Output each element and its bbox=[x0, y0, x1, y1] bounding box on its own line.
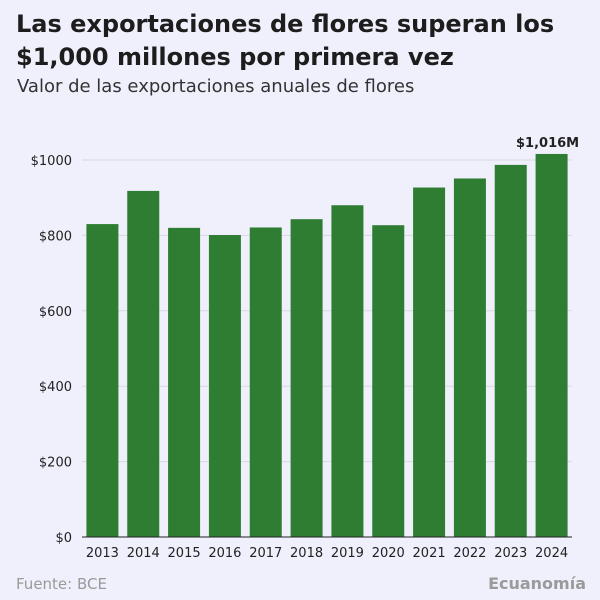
bar-2015 bbox=[168, 227, 201, 538]
y-tick-label: $1000 bbox=[31, 154, 72, 169]
x-tick-label: 2019 bbox=[331, 546, 364, 561]
x-tick-label: 2023 bbox=[494, 546, 527, 561]
x-tick-label: 2017 bbox=[249, 546, 282, 561]
x-tick-label: 2016 bbox=[208, 546, 241, 561]
bar-2024 bbox=[535, 153, 568, 537]
x-tick-label: 2014 bbox=[127, 546, 160, 561]
bar-2021 bbox=[413, 187, 446, 537]
bar-2020 bbox=[372, 225, 405, 537]
brand-logo: Ecuanomía bbox=[488, 574, 586, 593]
bar-2013 bbox=[86, 224, 119, 537]
chart-subtitle: Valor de las exportaciones anuales de fl… bbox=[17, 76, 415, 97]
bar-2023 bbox=[494, 164, 527, 537]
x-tick-label: 2021 bbox=[413, 546, 446, 561]
y-tick-label: $800 bbox=[39, 229, 72, 244]
bar-2022 bbox=[453, 178, 486, 537]
data-label: $1,016M bbox=[516, 136, 579, 151]
x-tick-label: 2022 bbox=[453, 546, 486, 561]
bar-2014 bbox=[127, 190, 160, 537]
x-tick-label: 2013 bbox=[86, 546, 119, 561]
bar-2017 bbox=[249, 227, 282, 537]
y-tick-label: $600 bbox=[39, 305, 72, 320]
x-tick-label: 2018 bbox=[290, 546, 323, 561]
bar-2018 bbox=[290, 219, 323, 537]
source-note: Fuente: BCE bbox=[16, 575, 107, 593]
x-tick-label: 2015 bbox=[168, 546, 201, 561]
bar-2016 bbox=[208, 235, 241, 537]
x-tick-label: 2020 bbox=[372, 546, 405, 561]
chart-title: Las exportaciones de flores superan los … bbox=[16, 10, 555, 71]
y-tick-label: $400 bbox=[39, 380, 72, 395]
bar-chart: $0 $200 $400 $600 $800 $1000 2013 2014 2015 2016 2… bbox=[31, 136, 579, 561]
bar-2019 bbox=[331, 205, 364, 538]
y-tick-label: $0 bbox=[55, 531, 72, 546]
x-tick-label: 2024 bbox=[535, 546, 568, 561]
y-tick-label: $200 bbox=[39, 456, 72, 471]
